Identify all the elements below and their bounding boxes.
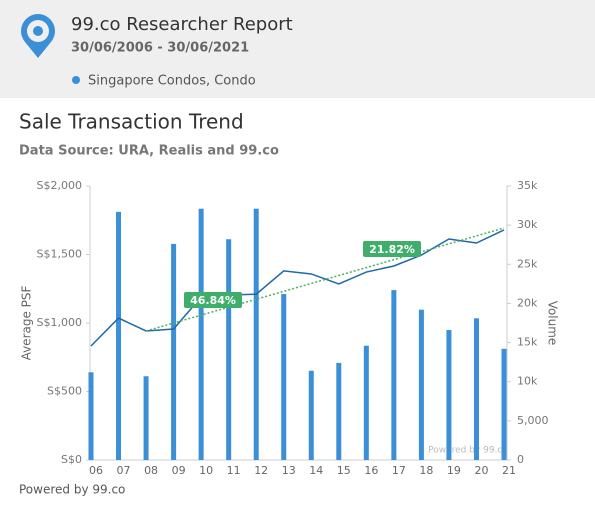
chart-title: Sale Transaction Trend xyxy=(19,110,244,134)
x-tick-label: 14 xyxy=(309,464,323,477)
x-tick-label: 07 xyxy=(117,464,131,477)
legend-dot xyxy=(72,76,80,84)
x-tick-label: 13 xyxy=(282,464,296,477)
header-band xyxy=(0,0,595,98)
bar xyxy=(308,370,314,460)
legend-text: Singapore Condos, Condo xyxy=(88,74,256,89)
x-tick-label: 12 xyxy=(254,464,268,477)
bar xyxy=(171,243,177,460)
x-tick-label: 21 xyxy=(502,464,516,477)
x-tick-label: 19 xyxy=(447,464,461,477)
bar xyxy=(473,318,479,460)
bar xyxy=(88,372,94,460)
logo xyxy=(21,14,55,58)
bar xyxy=(281,294,287,460)
x-tick-label: 11 xyxy=(227,464,241,477)
bar xyxy=(143,376,149,460)
y-tick-label: S$500 xyxy=(47,385,82,398)
x-tick-label: 18 xyxy=(419,464,433,477)
date-range: 30/06/2006 - 30/06/2021 xyxy=(71,41,249,56)
x-tick-label: 17 xyxy=(392,464,406,477)
bar xyxy=(253,208,259,460)
x-tick-label: 16 xyxy=(364,464,378,477)
bar xyxy=(363,345,369,460)
bar xyxy=(501,348,507,460)
bar xyxy=(226,239,232,460)
y-axis-label: Average PSF xyxy=(20,285,34,360)
x-tick-label: 08 xyxy=(144,464,158,477)
watermark: Powered by 99.co xyxy=(428,446,508,456)
x-tick-label: 10 xyxy=(199,464,213,477)
y2-tick-label: 10k xyxy=(517,375,538,388)
y2-tick-label: 20k xyxy=(517,296,538,309)
chart-subtitle: Data Source: URA, Realis and 99.co xyxy=(19,144,279,159)
footer: Powered by 99.co xyxy=(19,483,125,497)
annotation: 21.82% xyxy=(369,243,415,256)
report-title: 99.co Researcher Report xyxy=(71,14,293,35)
y2-tick-label: 0 xyxy=(517,453,524,466)
x-tick-label: 15 xyxy=(337,464,351,477)
bar xyxy=(391,290,397,460)
y2-tick-label: 25k xyxy=(517,257,538,270)
y-tick-label: S$0 xyxy=(61,453,82,466)
x-tick-label: 06 xyxy=(89,464,103,477)
y-tick-label: S$1,000 xyxy=(37,316,82,329)
bar xyxy=(418,309,424,460)
y2-tick-label: 30k xyxy=(517,218,538,231)
annotation-box xyxy=(184,292,242,308)
bar xyxy=(198,208,204,460)
y-tick-label: S$1,500 xyxy=(37,248,82,261)
y2-axis-label: Volume xyxy=(546,301,560,346)
x-tick-label: 20 xyxy=(474,464,488,477)
bar xyxy=(336,362,342,460)
y2-tick-label: 35k xyxy=(517,179,538,192)
bar xyxy=(116,211,122,460)
x-tick-label: 09 xyxy=(172,464,186,477)
annotation-box xyxy=(363,241,421,257)
y2-tick-label: 15k xyxy=(517,336,538,349)
y2-tick-label: 5,000 xyxy=(517,414,549,427)
annotation: 46.84% xyxy=(190,294,236,307)
y-tick-label: S$2,000 xyxy=(37,179,82,192)
bar xyxy=(446,330,452,460)
